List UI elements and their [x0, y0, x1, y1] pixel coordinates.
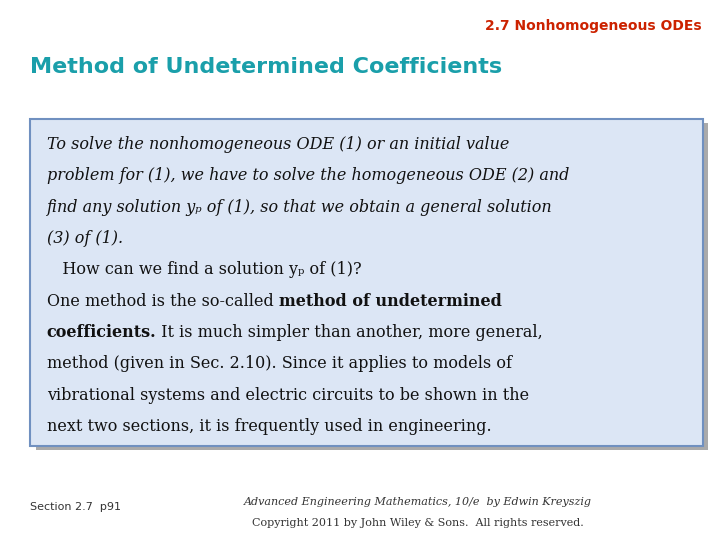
Text: Copyright 2011 by John Wiley & Sons.  All rights reserved.: Copyright 2011 by John Wiley & Sons. All…	[252, 518, 583, 528]
Text: Section 2.7  p91: Section 2.7 p91	[30, 502, 121, 512]
Text: (3) of (1).: (3) of (1).	[47, 230, 123, 247]
Text: Method of Undetermined Coefficients: Method of Undetermined Coefficients	[30, 57, 503, 77]
Text: It is much simpler than another, more general,: It is much simpler than another, more ge…	[156, 324, 543, 341]
Text: vibrational systems and electric circuits to be shown in the: vibrational systems and electric circuit…	[47, 387, 529, 403]
Text: Advanced Engineering Mathematics, 10/e  by Edwin Kreyszig: Advanced Engineering Mathematics, 10/e b…	[243, 496, 592, 507]
Text: To solve the nonhomogeneous ODE (1) or an initial value: To solve the nonhomogeneous ODE (1) or a…	[47, 136, 509, 153]
Text: How can we find a solution yₚ of (1)?: How can we find a solution yₚ of (1)?	[47, 261, 361, 278]
Text: find any solution yₚ of (1), so that we obtain a general solution: find any solution yₚ of (1), so that we …	[47, 199, 552, 215]
Text: next two sections, it is frequently used in engineering.: next two sections, it is frequently used…	[47, 418, 492, 435]
Text: One method is the so-called: One method is the so-called	[47, 293, 279, 309]
Text: 2.7 Nonhomogeneous ODEs: 2.7 Nonhomogeneous ODEs	[485, 19, 702, 33]
Text: problem for (1), we have to solve the homogeneous ODE (2) and: problem for (1), we have to solve the ho…	[47, 167, 570, 184]
Text: method (given in Sec. 2.10). Since it applies to models of: method (given in Sec. 2.10). Since it ap…	[47, 355, 512, 372]
Text: method of undetermined: method of undetermined	[279, 293, 502, 309]
Text: coefficients.: coefficients.	[47, 324, 156, 341]
